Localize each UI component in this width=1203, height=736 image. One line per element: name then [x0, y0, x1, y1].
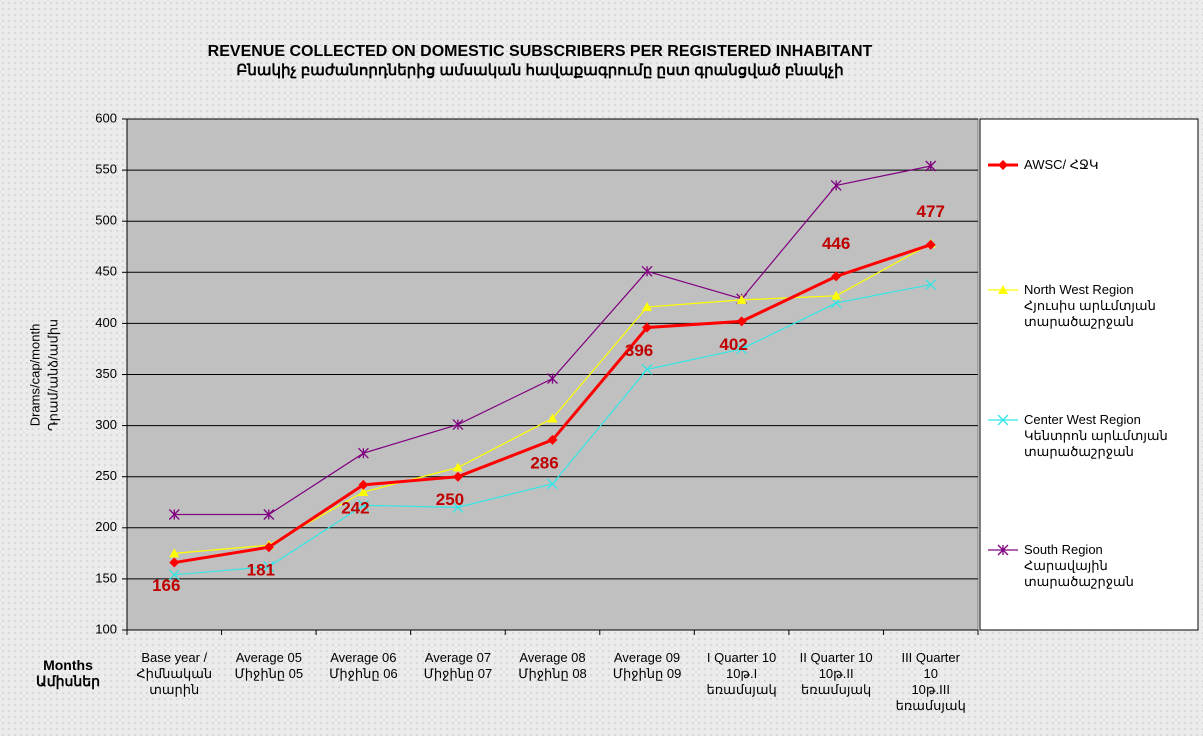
y-tick-label: 350	[95, 366, 117, 381]
legend-label: Center West Region Կենտրոն արևմտյան տարա…	[1024, 412, 1168, 459]
legend-box	[979, 118, 1199, 631]
marker	[831, 290, 842, 300]
x-tick-label: Base year / Հիմնական տարին	[136, 650, 213, 697]
y-tick-label: 200	[95, 519, 117, 534]
chart-subtitle: Բնակիչ բաժանորդներից ամսական հավաքագրում…	[236, 62, 843, 79]
marker	[925, 279, 937, 291]
x-tick-label: III Quarter 10 10թ.III եռամսյակ	[895, 650, 966, 713]
y-tick-label: 500	[95, 213, 117, 228]
marker	[736, 316, 747, 327]
marker	[263, 542, 274, 553]
marker	[642, 322, 653, 333]
data-label: 166	[152, 576, 180, 595]
x-tick-label: II Quarter 10 10թ.II եռամսյակ	[799, 650, 873, 697]
marker	[263, 509, 275, 520]
y-tick-label: 550	[95, 162, 117, 177]
y-tick-label: 300	[95, 417, 117, 432]
data-label: 242	[341, 498, 369, 517]
data-label: 181	[247, 561, 275, 580]
y-tick-label: 600	[95, 110, 117, 125]
data-label: 250	[436, 490, 464, 509]
marker	[169, 557, 180, 568]
x-tick-label: Average 08 Միջինը 08	[518, 650, 587, 681]
marker	[452, 501, 464, 513]
marker	[547, 478, 558, 490]
legend-marker	[998, 285, 1008, 294]
marker	[547, 434, 558, 445]
data-label: 446	[822, 234, 850, 253]
marker	[263, 561, 275, 573]
y-axis-label: Drams/cap/month	[27, 324, 42, 427]
marker	[547, 373, 558, 385]
marker	[168, 569, 180, 581]
x-tick-label: Average 09 Միջինը 09	[612, 650, 682, 681]
marker	[830, 179, 842, 191]
legend-label: AWSC/ ՀՋԿ	[1024, 157, 1099, 172]
marker	[925, 160, 937, 172]
marker	[831, 271, 842, 282]
marker	[641, 265, 653, 277]
marker	[358, 479, 369, 490]
legend-marker	[998, 160, 1008, 170]
marker	[736, 294, 747, 304]
marker	[736, 343, 748, 355]
data-label: 477	[917, 202, 945, 221]
y-tick-label: 250	[95, 468, 117, 483]
marker	[168, 509, 180, 520]
marker	[357, 499, 369, 511]
x-tick-label: Average 05 Միջինը 05	[234, 650, 304, 681]
x-tick-label: Average 07 Միջինը 07	[423, 650, 493, 681]
y-tick-label: 450	[95, 264, 117, 279]
data-label: 286	[530, 453, 558, 472]
y-tick-label: 400	[95, 315, 117, 330]
x-axis-label: Months Ամիսներ	[36, 657, 100, 689]
legend-label: North West Region Հյուսիս արևմտյան տարած…	[1024, 282, 1156, 329]
data-label: 396	[625, 341, 653, 360]
x-tick-label: Average 06 Միջինը 06	[329, 650, 398, 681]
marker	[997, 414, 1009, 426]
marker	[642, 302, 653, 312]
marker	[998, 285, 1008, 294]
marker	[452, 462, 463, 472]
marker	[998, 160, 1008, 170]
marker	[357, 447, 369, 459]
y-tick-label: 100	[95, 621, 117, 636]
data-label: 402	[719, 335, 747, 354]
x-tick-label: I Quarter 10 10թ.I եռամսյակ	[706, 650, 777, 697]
marker	[547, 413, 558, 423]
marker	[641, 363, 653, 375]
marker	[452, 419, 464, 431]
marker	[169, 548, 180, 558]
y-tick-label: 150	[95, 570, 117, 585]
legend-label: South Region Հարավային տարածաշրջան	[1024, 542, 1134, 589]
marker	[925, 239, 936, 250]
marker	[452, 471, 463, 482]
chart-title: REVENUE COLLECTED ON DOMESTIC SUBSCRIBER…	[208, 43, 873, 60]
marker	[358, 487, 369, 497]
marker	[997, 544, 1009, 556]
legend-marker	[997, 414, 1009, 426]
y-axis-label-2: Դրամ/անձ/ամիս	[45, 319, 60, 431]
legend-marker	[997, 544, 1009, 556]
